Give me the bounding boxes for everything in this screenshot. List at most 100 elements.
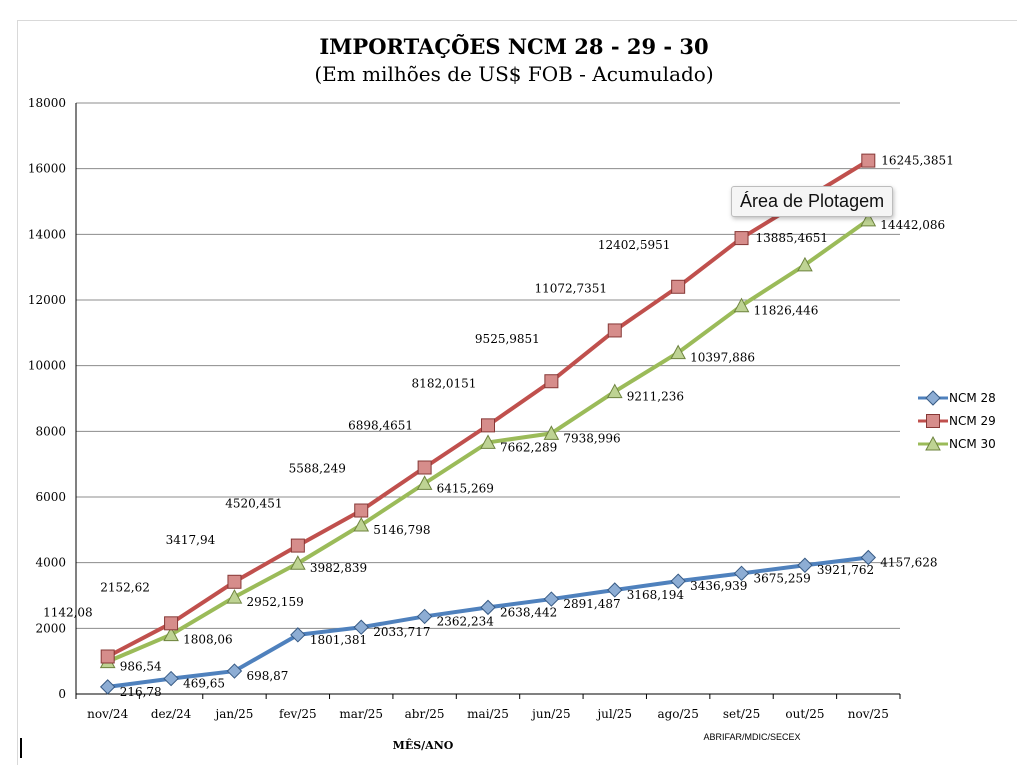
data-label: 216,78 xyxy=(120,685,162,699)
data-label: 3436,939 xyxy=(690,579,747,593)
data-label: 7662,289 xyxy=(500,440,557,454)
point-marker xyxy=(163,626,179,642)
point-marker xyxy=(607,582,623,598)
data-label: 9525,9851 xyxy=(475,332,540,346)
x-tick-label: mai/25 xyxy=(467,707,509,721)
data-label: 7938,996 xyxy=(563,431,620,445)
data-label: 16245,3851 xyxy=(881,154,954,168)
y-axis-ticks: 0 2000 4000 6000 8000 10000 12000 14000 16000 180… xyxy=(28,96,66,701)
y-tick-label: 12000 xyxy=(28,293,66,307)
legend-label: NCM 30 xyxy=(949,437,996,451)
point-marker xyxy=(226,589,243,604)
x-tick-label: jan/25 xyxy=(214,707,254,721)
chart-title: IMPORTAÇÕES NCM 28 - 29 - 30 xyxy=(319,34,708,59)
point-marker xyxy=(416,475,433,490)
data-label: 8182,0151 xyxy=(412,376,477,390)
point-marker xyxy=(290,555,306,570)
x-tick-label: mar/25 xyxy=(339,707,383,721)
data-label: 2952,159 xyxy=(246,595,303,609)
y-tick-label: 14000 xyxy=(28,227,66,241)
point-marker xyxy=(480,599,496,616)
y-tick-label: 10000 xyxy=(28,359,66,373)
x-tick-label: nov/25 xyxy=(848,707,889,721)
point-marker xyxy=(861,153,876,168)
point-marker xyxy=(733,297,750,313)
data-label: 1801,381 xyxy=(310,633,367,647)
data-label: 4157,628 xyxy=(880,555,937,569)
point-marker xyxy=(606,383,623,399)
y-tick-label: 4000 xyxy=(35,556,66,570)
data-label: 5588,249 xyxy=(289,462,346,476)
point-marker xyxy=(100,649,115,664)
y-tick-label: 18000 xyxy=(28,96,66,110)
y-tick-label: 8000 xyxy=(35,424,66,438)
point-marker xyxy=(607,323,622,338)
data-labels: 216,78 469,65 698,87 1801,381 2033,717 2362,2… xyxy=(43,154,954,699)
point-marker xyxy=(670,573,686,589)
data-label: 14442,086 xyxy=(880,218,945,232)
x-tick-label: set/25 xyxy=(723,707,760,721)
data-label: 3921,762 xyxy=(817,563,874,577)
data-label: 12402,5951 xyxy=(598,238,671,252)
point-marker xyxy=(480,434,496,449)
point-marker xyxy=(290,538,305,553)
point-marker xyxy=(860,211,877,227)
legend-label: NCM 28 xyxy=(949,391,996,405)
x-axis-label: MÊS/ANO xyxy=(393,738,454,752)
data-label: 986,54 xyxy=(120,660,162,674)
point-marker xyxy=(416,608,433,625)
x-axis-ticks: nov/24 dez/24 jan/25 fev/25 mar/25 abr/25 mai/… xyxy=(75,694,901,721)
point-marker xyxy=(543,591,560,607)
data-label: 2638,442 xyxy=(500,605,557,619)
text-cursor xyxy=(20,738,22,758)
x-tick-label: jun/25 xyxy=(530,707,571,721)
data-label: 6415,269 xyxy=(437,481,494,495)
data-label: 5146,798 xyxy=(373,523,430,537)
legend: NCM 28 NCM 29 NCM 30 xyxy=(918,390,996,451)
point-marker xyxy=(481,418,495,433)
point-marker xyxy=(164,616,179,631)
point-marker xyxy=(733,565,750,582)
data-label: 3982,839 xyxy=(310,561,367,575)
point-marker xyxy=(226,663,243,679)
data-label: 1142,08 xyxy=(43,606,93,620)
x-tick-label: dez/24 xyxy=(151,707,192,721)
x-tick-label: abr/25 xyxy=(405,707,445,721)
data-label: 469,65 xyxy=(183,677,225,691)
y-tick-label: 2000 xyxy=(35,621,66,635)
point-marker xyxy=(163,670,179,687)
point-marker xyxy=(544,374,559,389)
chart-subtitle: (Em milhões de US$ FOB - Acumulado) xyxy=(314,62,713,86)
data-label: 2152,62 xyxy=(100,580,150,594)
data-label: 13885,4651 xyxy=(756,231,829,245)
data-label: 3675,259 xyxy=(754,571,811,585)
data-label: 9211,236 xyxy=(627,390,684,404)
x-tick-label: jul/25 xyxy=(595,707,632,721)
point-marker xyxy=(353,619,369,635)
x-tick-label: nov/24 xyxy=(87,707,128,721)
data-label: 11826,446 xyxy=(754,304,819,318)
data-label: 1808,06 xyxy=(183,633,233,647)
point-marker xyxy=(227,574,242,589)
data-label: 6898,4651 xyxy=(348,419,413,433)
plot-area-tooltip: Área de Plotagem xyxy=(731,186,894,217)
y-tick-label: 16000 xyxy=(28,162,66,176)
data-label: 3417,94 xyxy=(166,533,216,547)
point-marker xyxy=(734,231,749,246)
legend-label: NCM 29 xyxy=(949,414,996,428)
x-tick-label: out/25 xyxy=(785,707,824,721)
x-tick-label: ago/25 xyxy=(657,707,698,721)
point-marker xyxy=(925,435,941,451)
chart-frame xyxy=(17,20,1017,765)
point-marker xyxy=(926,414,940,428)
source-note: ABRIFAR/MDIC/SECEX xyxy=(703,732,800,742)
data-label: 4520,451 xyxy=(225,497,282,511)
data-label: 2033,717 xyxy=(373,625,430,639)
point-marker xyxy=(99,679,116,695)
point-marker xyxy=(671,279,686,294)
y-tick-label: 0 xyxy=(58,687,66,701)
data-label: 3168,194 xyxy=(627,588,685,602)
point-marker xyxy=(925,390,941,406)
point-marker xyxy=(354,503,369,518)
